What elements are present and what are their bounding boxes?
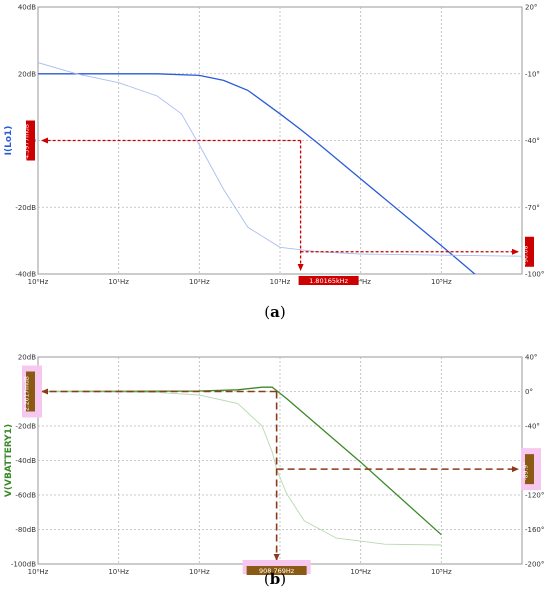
y2-tick-label: -120°: [525, 492, 544, 500]
magnitude-series-line: [38, 386, 442, 536]
caption-b: (b): [263, 570, 287, 588]
x-tick-label: 10⁰Hz: [28, 278, 49, 286]
phase-series-line: [38, 391, 442, 546]
bode-plot-b: 10⁰Hz10¹Hz10²Hz10³Hz10⁴Hz10⁵Hz-100dB-80d…: [4, 354, 544, 575]
series-group: [38, 386, 442, 546]
marker-x-label: 1.80165kHz: [309, 277, 349, 285]
marker-y-label: 2.2617mdB: [24, 376, 31, 411]
marker-x-tag: [298, 276, 359, 285]
magnitude-series-line: [38, 73, 476, 274]
y2-tick-label: 40°: [525, 354, 537, 362]
marker-y2-label: -89.9°: [523, 462, 530, 481]
y-tick-label: -80dB: [15, 526, 36, 534]
caption-a: (a): [264, 303, 286, 321]
y2-tick-label: -40°: [525, 137, 540, 145]
y-tick-label: 20dB: [18, 70, 36, 78]
y2-tick-label: -100°: [525, 271, 544, 279]
x-tick-label: 10⁴Hz: [350, 278, 371, 286]
x-tick-label: 10⁵Hz: [431, 568, 452, 575]
x-tick-label: 10¹Hz: [108, 568, 129, 575]
series-group: [38, 62, 522, 274]
y-tick-label: -20dB: [15, 423, 36, 431]
y-tick-label: -100dB: [11, 561, 36, 569]
marker-y-tag: [26, 120, 35, 161]
marker-y-label: -4.5977mdB: [24, 124, 31, 161]
y2-tick-label: -200°: [525, 561, 544, 569]
x-tick-label: 10²Hz: [189, 568, 210, 575]
marker-y2-tag: [525, 236, 534, 267]
marker-y2-label: -90.08°: [523, 243, 530, 265]
y2-tick-label: -160°: [525, 526, 544, 534]
y2-tick-label: 0°: [525, 388, 533, 396]
marker-y2-tag: [525, 454, 534, 485]
marker-x-tag: [246, 566, 307, 575]
y-tick-label: 40dB: [18, 4, 36, 12]
chart-a: 10⁰Hz 10¹Hz 10²Hz 10³Hz 10⁴Hz 10⁵Hz -40dB -20dB…: [4, 4, 544, 287]
x-tick-label: 10³Hz: [270, 278, 291, 286]
y-tick-label: -60dB: [15, 492, 36, 500]
y-tick-label: -40dB: [15, 271, 36, 279]
x-tick-label: 10⁵Hz: [431, 278, 452, 286]
phase-series-line: [38, 62, 522, 257]
y2-tick-label: -70°: [525, 204, 540, 212]
y-tick-label: 20dB: [18, 354, 36, 362]
caption-b-letter: b: [269, 570, 281, 588]
y-tick-label: -40dB: [15, 457, 36, 465]
y-tick-label: -20dB: [15, 204, 36, 212]
y2-tick-label: -40°: [525, 423, 540, 431]
marker-x-label: 908.769Hz: [259, 567, 295, 575]
marker-y-tag: [26, 371, 35, 412]
x-tick-label: 10²Hz: [189, 278, 210, 286]
y2-tick-label: 20°: [525, 4, 537, 12]
y-axis-label: I(Lo1): [4, 126, 14, 156]
bode-plot-a: 10⁰Hz 10¹Hz 10²Hz 10³Hz 10⁴Hz 10⁵Hz -40dB -20dB…: [4, 4, 544, 287]
y-axis-label: V(VBATTERY1): [4, 424, 14, 497]
x-tick-label: 10⁰Hz: [28, 568, 49, 575]
x-tick-label: 10¹Hz: [108, 278, 129, 286]
x-tick-label: 10⁴Hz: [350, 568, 371, 575]
caption-a-letter: a: [270, 303, 280, 321]
y2-tick-label: -10°: [525, 70, 540, 78]
chart-b: 10⁰Hz10¹Hz10²Hz10³Hz10⁴Hz10⁵Hz-100dB-80d…: [0, 345, 550, 575]
